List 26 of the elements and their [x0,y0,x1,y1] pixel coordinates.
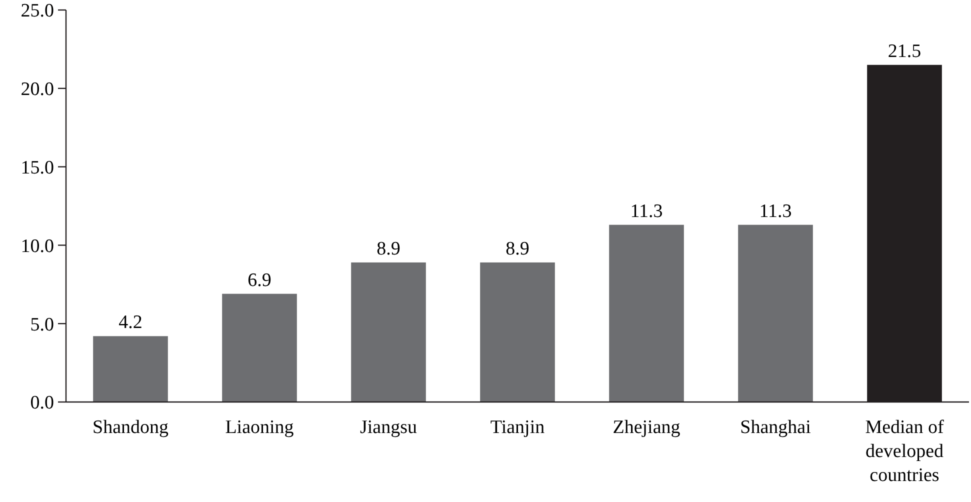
bar [609,224,684,402]
y-tick-label: 10.0 [20,236,54,257]
bar [480,262,555,402]
bar [222,294,297,402]
data-label: 8.9 [506,238,530,260]
y-tick-label: 20.0 [20,79,54,100]
data-label: 4.2 [118,312,142,334]
x-tick-label: Jiangsu [360,417,418,438]
x-tick-label: Shanghai [740,417,811,438]
data-label: 6.9 [248,270,272,291]
x-tick-label: Shandong [92,417,169,438]
x-tick-label: Median of developed countries [865,417,944,486]
x-tick-label: Zhejiang [612,417,681,438]
y-tick-label: 25.0 [20,0,54,22]
data-label: 11.3 [630,200,663,222]
data-label: 21.5 [888,40,922,62]
bar [351,262,426,402]
x-tick-label: Liaoning [225,417,294,438]
y-tick-label: 15.0 [20,157,54,178]
data-label: 11.3 [759,200,792,222]
y-tick-label: 0.0 [30,392,54,414]
data-label: 8.9 [376,238,400,260]
bar [738,224,813,402]
x-tick-label: Tianjin [490,417,546,438]
y-tick-label: 5.0 [30,314,54,336]
bar [93,336,168,402]
